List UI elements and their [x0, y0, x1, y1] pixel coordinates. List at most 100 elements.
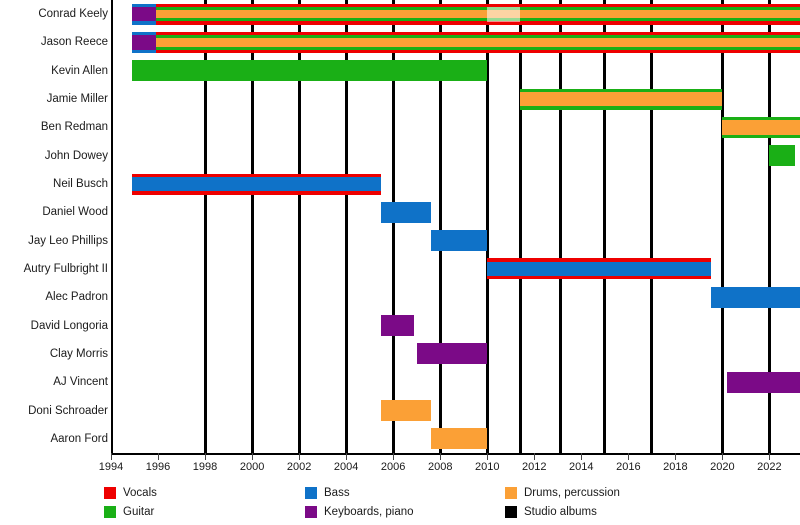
member-label: Doni Schroader — [28, 404, 108, 417]
x-axis-tick-label: 2022 — [757, 461, 782, 473]
x-axis-tick-label: 2006 — [380, 461, 406, 473]
member-label: Ben Redman — [40, 121, 108, 134]
x-axis-tick-label: 2010 — [474, 461, 500, 473]
membership-bar-drums — [132, 9, 800, 19]
x-axis-tick-label: 1996 — [145, 461, 171, 473]
x-axis-tick — [440, 453, 442, 460]
legend-label: Drums, percussion — [524, 487, 620, 499]
x-axis-tick-label: 2008 — [427, 461, 453, 473]
member-label: Conrad Keely — [38, 8, 108, 21]
membership-bar-bass — [430, 230, 488, 252]
x-axis-tick-label: 2002 — [286, 461, 312, 473]
member-label: Kevin Allen — [51, 64, 108, 77]
legend-label: Studio albums — [524, 506, 597, 518]
member-label: John Dowey — [44, 149, 108, 162]
x-axis-tick — [769, 453, 771, 460]
x-axis-tick — [205, 453, 207, 460]
legend-swatch-drums — [505, 487, 517, 499]
x-axis-tick — [346, 453, 348, 460]
legend-swatch-bass — [305, 487, 317, 499]
membership-hiatus-overlay — [487, 6, 521, 22]
membership-bar-keyboards — [132, 6, 156, 22]
chart-legend: Vocals Guitar Bass Keyboards, piano Drums, p… — [0, 487, 800, 525]
studio-album-line — [391, 0, 395, 453]
membership-bar-guitar — [132, 60, 488, 82]
legend-item-drums: Drums, percussion — [505, 487, 620, 499]
membership-bar-bass — [132, 176, 382, 192]
membership-bar-bass — [487, 261, 711, 277]
x-axis-tick — [393, 453, 395, 460]
studio-album-line — [297, 0, 301, 453]
x-axis-tick-label: 2014 — [569, 461, 594, 473]
membership-bar-keyboards — [132, 35, 156, 50]
y-axis-line — [111, 0, 113, 455]
legend-swatch-guitar — [104, 506, 116, 518]
x-axis-tick — [722, 453, 724, 460]
x-axis-tick-label: 2020 — [710, 461, 735, 473]
legend-item-guitar: Guitar — [104, 506, 154, 518]
membership-bar-bass — [381, 201, 431, 223]
studio-album-line — [603, 0, 607, 453]
membership-bar-drums — [381, 400, 431, 422]
studio-album-line — [344, 0, 348, 453]
x-axis-tick — [675, 453, 677, 460]
x-axis-tick — [628, 453, 630, 460]
member-label: Alec Padron — [45, 291, 108, 304]
x-axis-tick-label: 2016 — [616, 461, 641, 473]
member-label-column: Conrad Keely Jason Reece Kevin Allen Jamie … — [0, 0, 108, 455]
legend-swatch-vocals — [104, 487, 116, 499]
x-axis-line — [111, 453, 800, 455]
member-label: Clay Morris — [49, 347, 108, 360]
membership-bar-drums — [520, 91, 723, 107]
studio-album-line — [438, 0, 442, 453]
legend-swatch-keyboards — [305, 506, 317, 518]
membership-bar-keyboards — [381, 315, 415, 337]
studio-album-line — [650, 0, 654, 453]
studio-album-line — [767, 0, 771, 453]
member-label: Aaron Ford — [50, 432, 108, 445]
membership-bar-keyboards — [416, 343, 488, 365]
studio-album-line — [518, 0, 522, 453]
member-label: David Longoria — [30, 319, 108, 332]
member-label: Daniel Wood — [42, 206, 108, 219]
legend-item-albums: Studio albums — [505, 506, 597, 518]
membership-bar-drums — [132, 38, 800, 47]
x-axis-tick — [158, 453, 160, 460]
x-axis-tick-label: 1998 — [192, 461, 218, 473]
studio-album-line — [558, 0, 562, 453]
x-axis-tick-label: 2018 — [663, 461, 688, 473]
legend-label: Guitar — [123, 506, 155, 518]
studio-album-line — [720, 0, 724, 453]
member-label: Jay Leo Phillips — [28, 234, 108, 247]
x-axis-tick-label: 2012 — [522, 461, 547, 473]
membership-bar-guitar — [769, 145, 796, 167]
x-axis-tick — [487, 453, 489, 460]
studio-album-line — [485, 0, 489, 453]
x-axis-tick — [111, 453, 112, 460]
member-label: Autry Fulbright II — [23, 262, 108, 275]
member-label: AJ Vincent — [53, 376, 108, 389]
member-label: Jamie Miller — [46, 93, 108, 106]
membership-bar-bass — [710, 286, 800, 308]
membership-bar-drums — [430, 428, 488, 450]
legend-label: Keyboards, piano — [324, 506, 414, 518]
studio-album-line — [203, 0, 207, 453]
membership-bar-keyboards — [727, 371, 800, 393]
legend-item-keyboards: Keyboards, piano — [305, 506, 414, 518]
x-axis-tick-label: 2004 — [333, 461, 359, 473]
member-label: Neil Busch — [53, 178, 108, 191]
x-axis-tick — [534, 453, 536, 460]
legend-item-vocals: Vocals — [104, 487, 157, 499]
member-label: Jason Reece — [40, 36, 108, 49]
x-axis-tick — [581, 453, 583, 460]
legend-item-bass: Bass — [305, 487, 350, 499]
legend-label: Bass — [324, 487, 350, 499]
x-axis-tick-label: 1994 — [98, 461, 124, 473]
x-axis-tick — [252, 453, 254, 460]
studio-album-line — [250, 0, 254, 453]
legend-label: Vocals — [123, 487, 157, 499]
x-axis-tick-label: 2000 — [239, 461, 265, 473]
legend-swatch-albums — [505, 506, 517, 518]
membership-bar-drums — [722, 120, 800, 135]
